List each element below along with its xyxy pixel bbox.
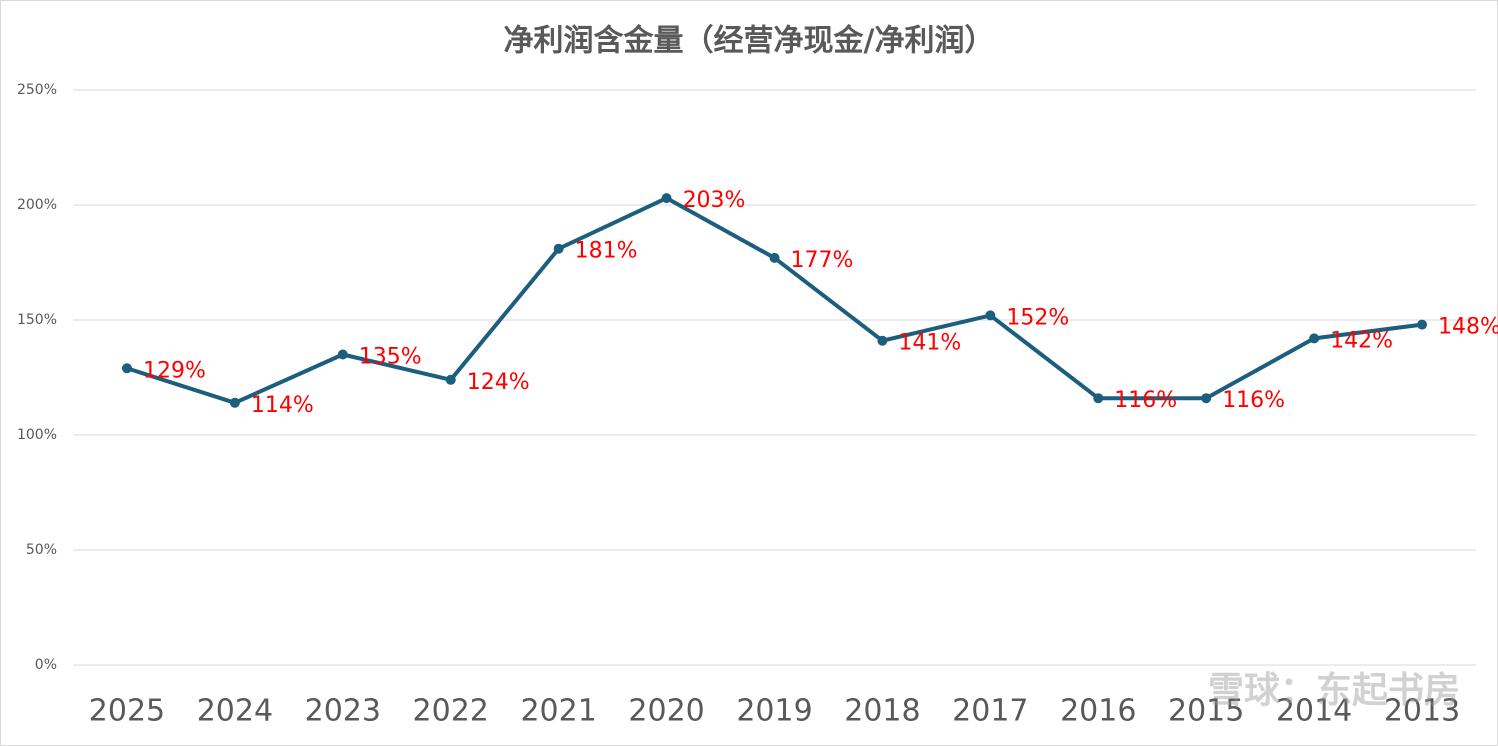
data-label: 124%	[467, 370, 530, 395]
y-tick-label: 0%	[35, 657, 57, 673]
point	[1417, 319, 1428, 330]
point	[121, 363, 132, 374]
data-label: 135%	[359, 345, 422, 370]
x-tick-label: 2022	[413, 694, 489, 729]
y-tick-label: 100%	[17, 427, 57, 443]
y-tick-label: 50%	[26, 542, 57, 558]
data-label: 148%	[1438, 315, 1498, 340]
x-tick-label: 2020	[628, 694, 704, 729]
x-tick-label: 2018	[844, 694, 920, 729]
data-label: 116%	[1222, 388, 1285, 413]
data-label: 177%	[791, 248, 854, 273]
x-tick-label: 2013	[1384, 694, 1460, 729]
point	[985, 310, 996, 321]
data-label: 203%	[683, 188, 746, 213]
point	[1309, 333, 1320, 344]
point	[1093, 393, 1104, 404]
chart-title: 净利润含金量（经营净现金/净利润）	[504, 24, 995, 59]
data-label: 181%	[575, 239, 638, 264]
y-tick-label: 250%	[17, 82, 57, 98]
x-tick-label: 2017	[952, 694, 1028, 729]
data-label: 114%	[251, 393, 314, 418]
x-tick-label: 2024	[197, 694, 273, 729]
point	[877, 335, 888, 346]
x-tick-label: 2023	[305, 694, 381, 729]
data-label: 129%	[143, 358, 206, 383]
x-tick-label: 2014	[1276, 694, 1352, 729]
point	[229, 397, 240, 408]
point	[553, 243, 564, 254]
point	[769, 252, 780, 263]
point	[445, 374, 456, 385]
x-tick-label: 2016	[1060, 694, 1136, 729]
watermark: 雪球：东起书房	[1208, 670, 1460, 711]
data-label: 141%	[898, 331, 961, 356]
x-tick-label: 2019	[736, 694, 812, 729]
point	[1201, 393, 1212, 404]
x-tick-label: 2025	[89, 694, 165, 729]
point	[661, 193, 672, 204]
data-label: 116%	[1114, 388, 1177, 413]
y-tick-label: 150%	[17, 312, 57, 328]
x-tick-label: 2015	[1168, 694, 1244, 729]
x-tick-label: 2021	[520, 694, 596, 729]
point	[337, 349, 348, 360]
data-label: 142%	[1330, 328, 1393, 353]
y-tick-label: 200%	[17, 197, 57, 213]
data-label: 152%	[1006, 305, 1069, 330]
